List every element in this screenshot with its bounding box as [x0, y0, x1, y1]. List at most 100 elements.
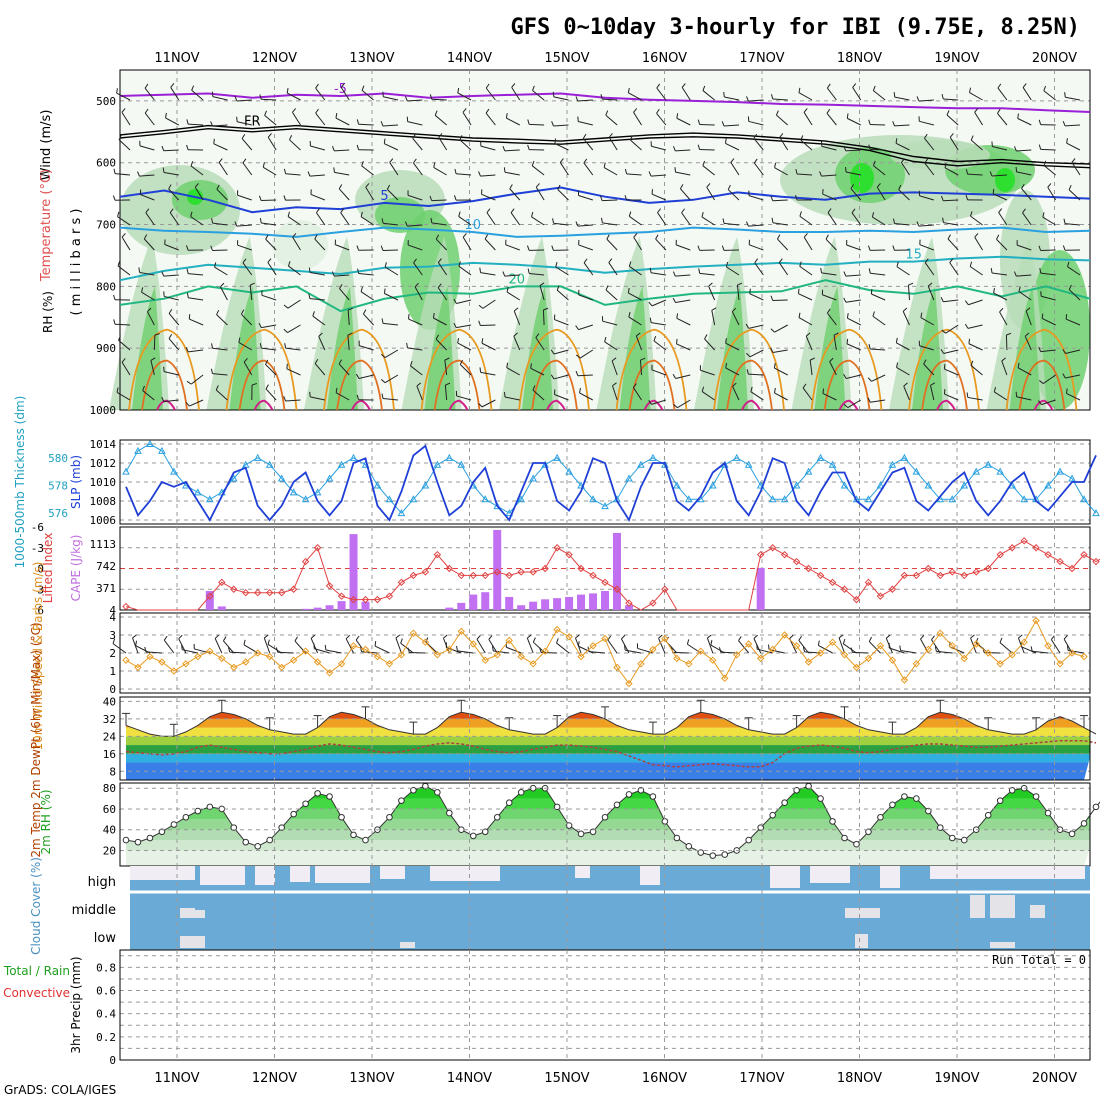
thickness-point	[960, 481, 969, 489]
temp-band	[125, 762, 1090, 780]
wind10m-point	[1044, 642, 1052, 650]
tick-label: 40	[103, 695, 116, 708]
wind-barb	[530, 367, 545, 376]
wind-barb-feather	[264, 110, 267, 116]
tick-label: 3	[37, 583, 44, 596]
wind-barb	[829, 361, 837, 376]
wind10m-point	[254, 649, 262, 657]
wind-barb-feather	[1017, 113, 1019, 119]
wind-barb	[826, 312, 837, 326]
wind-barb-feather	[432, 312, 435, 319]
wind-barb-feather	[381, 393, 384, 399]
wind-barb	[774, 324, 788, 333]
wind10m-barb	[457, 650, 474, 654]
thickness-point	[385, 495, 394, 503]
cape-bar	[481, 592, 490, 610]
thickness-point	[972, 467, 981, 475]
wind10m-point	[1080, 652, 1088, 661]
wind-barb-feather	[612, 382, 617, 387]
wind-barb-feather	[795, 195, 798, 201]
ylabel-cloud: Cloud Cover (%)	[29, 857, 43, 955]
wind-barb	[553, 374, 569, 380]
wind10m-point	[828, 638, 837, 646]
wind-barb-feather	[601, 217, 603, 223]
wind-barb-feather	[964, 300, 969, 306]
thickness-point	[1080, 495, 1088, 503]
cape-bar	[612, 532, 621, 610]
isotherm-line	[119, 186, 1091, 214]
wind-barb-feather	[435, 234, 440, 240]
wind-barb-feather	[970, 135, 974, 141]
wind-barb-feather	[162, 167, 165, 173]
wind-barb-feather	[453, 298, 457, 304]
isotherm-35	[643, 399, 664, 411]
wind-barb	[315, 87, 326, 101]
thickness-point	[421, 481, 430, 489]
wind-barb-feather	[234, 96, 238, 102]
li-point	[613, 585, 621, 593]
wind10m-point	[996, 660, 1004, 668]
wind-barb	[1043, 165, 1056, 176]
rh-band	[125, 829, 1090, 841]
wind-barb-feather	[339, 284, 343, 289]
wind10m-barb-feather	[658, 634, 663, 639]
wind-barb-feather	[552, 218, 555, 224]
wind-barb-feather	[356, 119, 360, 125]
wind10m-point	[218, 654, 226, 663]
wind-barb	[215, 389, 228, 401]
wind-barb-feather	[940, 195, 944, 201]
wind-barb	[531, 165, 545, 176]
cloud-clear	[400, 942, 415, 948]
thickness-point	[601, 502, 609, 510]
wind-barb	[732, 386, 740, 401]
wind-barb-feather	[405, 96, 408, 102]
wind10m-point	[721, 674, 729, 682]
wind-barb-feather	[437, 283, 442, 288]
wind-barb-feather	[361, 85, 365, 91]
wind-barb	[265, 364, 277, 376]
li-point	[469, 571, 477, 580]
tick-label: 578	[48, 479, 68, 492]
wind-barb	[774, 367, 788, 376]
wind-barb-feather	[843, 403, 849, 408]
rh-point	[829, 818, 836, 825]
wind-barb-feather	[927, 282, 933, 287]
wind-barb	[121, 362, 131, 376]
wind-barb	[822, 392, 837, 401]
wind-barb-feather	[1066, 138, 1068, 144]
tick-label: 0.8	[96, 961, 116, 974]
temp-labels: 2m Temp 2m DewPt (6hr Min/Max) (°C)	[29, 622, 43, 857]
tick-label: 371	[96, 582, 116, 595]
wind10m-point	[517, 652, 525, 661]
wind-barb	[999, 311, 1008, 326]
wind-barb-feather	[947, 234, 951, 240]
wind-barb-feather	[949, 133, 954, 138]
wind-barb-feather	[121, 108, 126, 113]
wind-barb-feather	[485, 108, 490, 114]
isotherm-35	[351, 399, 371, 411]
wind-barb-feather	[868, 144, 871, 150]
wind-barb	[826, 113, 837, 126]
wind-barb	[1043, 374, 1056, 384]
wind-barb	[852, 87, 862, 101]
ylabel-precip: 3hr Precip (mm)	[69, 956, 83, 1053]
wind-barb-feather	[433, 162, 436, 168]
wind10m-barb	[476, 639, 486, 654]
wind10m-barb-feather	[112, 638, 116, 644]
wind-barb-feather	[383, 288, 386, 294]
rh-point	[960, 836, 968, 844]
wind-barb-feather	[242, 158, 247, 164]
wind-barb-feather	[770, 195, 774, 201]
wind-barb-feather	[259, 343, 262, 349]
li-point	[457, 571, 466, 580]
wind-barb-feather	[867, 397, 871, 403]
wind-barb-feather	[657, 208, 661, 213]
wind-barb	[504, 171, 520, 176]
wind-barb	[653, 340, 667, 351]
wind-barb-feather	[210, 121, 213, 127]
wind-barb-feather	[118, 134, 122, 140]
thickness-point	[792, 481, 801, 489]
wind10m-barb	[182, 649, 198, 654]
wind-barb	[506, 367, 520, 376]
thickness-point	[158, 446, 166, 454]
